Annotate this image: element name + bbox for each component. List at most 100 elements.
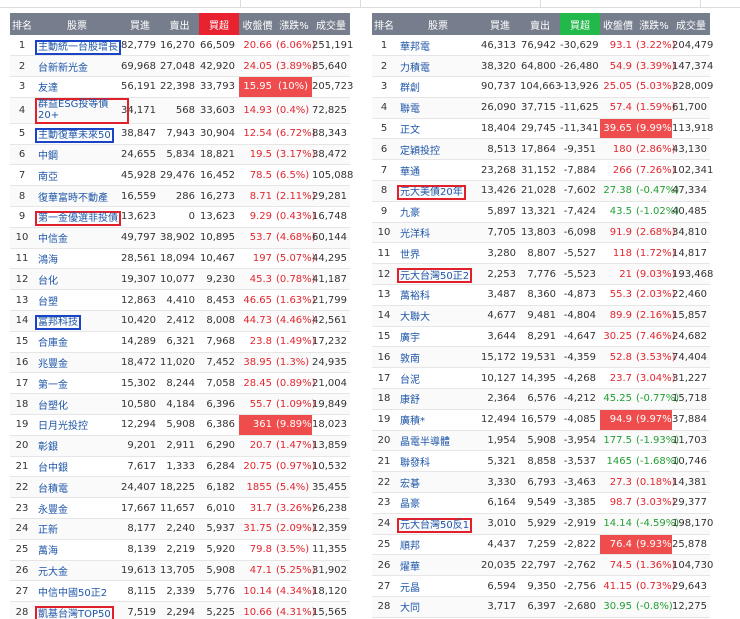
stock-name[interactable]: 光洋科 <box>400 229 430 241</box>
stock-name[interactable]: 第一金 <box>38 379 68 391</box>
header-sell[interactable]: 賣出 <box>520 13 560 35</box>
stock-name-link[interactable]: 萬海 <box>34 539 120 561</box>
stock-name-link[interactable]: 合庫金 <box>34 331 120 353</box>
stock-name[interactable]: 元大美債20年 <box>400 187 463 199</box>
stock-name-link[interactable]: 廣積* <box>396 409 480 431</box>
stock-name[interactable]: 廣積* <box>400 416 425 428</box>
stock-name-link[interactable]: 台泥 <box>396 367 480 390</box>
stock-name-link[interactable]: 台積電 <box>34 476 120 499</box>
stock-name-link[interactable]: 台塑 <box>34 289 120 312</box>
header-sell[interactable]: 賣出 <box>160 13 199 35</box>
stock-name[interactable]: 合庫金 <box>38 338 68 350</box>
header-rank[interactable]: 排名 <box>10 13 34 35</box>
stock-name[interactable]: 萬海 <box>38 546 58 558</box>
stock-name-link[interactable]: 南亞 <box>34 164 120 187</box>
stock-name-link[interactable]: 光洋科 <box>396 222 480 244</box>
header-close[interactable]: 收盤價 <box>600 13 636 35</box>
stock-name[interactable]: 力積電 <box>400 62 430 74</box>
header-change[interactable]: 漲跌% <box>636 13 672 35</box>
stock-name[interactable]: 彰銀 <box>38 442 58 454</box>
stock-name[interactable]: 元大金 <box>38 567 68 579</box>
stock-name-link[interactable]: 鴻海 <box>34 248 120 270</box>
stock-name[interactable]: 鴻海 <box>38 255 58 267</box>
stock-name[interactable]: 主動統一台股增長 <box>38 41 118 53</box>
header-change[interactable]: 漲跌% <box>276 13 312 35</box>
stock-name-link[interactable]: 華通 <box>396 159 480 182</box>
stock-name[interactable]: 敦南 <box>400 353 420 365</box>
stock-name-link[interactable]: 晶豪 <box>396 492 480 514</box>
stock-name[interactable]: 定穎投控 <box>400 145 440 157</box>
stock-name[interactable]: 聯電 <box>400 104 420 116</box>
stock-name-link[interactable]: 世界 <box>396 242 480 265</box>
stock-name[interactable]: 大聯大 <box>400 312 430 324</box>
stock-name-link[interactable]: 大同 <box>396 596 480 618</box>
stock-name-link[interactable]: 九豪 <box>396 201 480 223</box>
stock-name[interactable]: 晶電半導體 <box>400 437 450 449</box>
stock-name-link[interactable]: 燿華 <box>396 554 480 577</box>
stock-name[interactable]: 順邦 <box>400 541 420 553</box>
stock-name-link[interactable]: 台塑化 <box>34 393 120 416</box>
stock-name[interactable]: 燿華 <box>400 561 420 573</box>
stock-name-link[interactable]: 第一金優選非投債 <box>34 206 121 228</box>
stock-name[interactable]: 萬裕科 <box>400 291 430 303</box>
stock-name[interactable]: 中鋼 <box>38 151 58 163</box>
stock-name-link[interactable]: 中信金 <box>34 227 120 249</box>
stock-name-link[interactable]: 元大金 <box>34 560 120 582</box>
stock-name[interactable]: 正文 <box>400 125 420 137</box>
stock-name-link[interactable]: 中鋼 <box>34 144 120 166</box>
stock-name-link[interactable]: 廣宇 <box>396 326 480 348</box>
stock-name[interactable]: 華通 <box>400 166 420 178</box>
stock-name-link[interactable]: 正文 <box>396 118 480 140</box>
stock-name[interactable]: 正新 <box>38 525 58 537</box>
stock-name[interactable]: 元大台灣50正2 <box>400 270 470 282</box>
stock-name[interactable]: 大同 <box>400 603 420 615</box>
stock-name-link[interactable]: 主動復華未來50 <box>34 123 120 145</box>
stock-name-link[interactable]: 第一金 <box>34 372 120 395</box>
stock-name[interactable]: 中信中國50正2 <box>38 587 108 599</box>
stock-name-link[interactable]: 群創 <box>396 76 480 98</box>
stock-name[interactable]: 元晶 <box>400 582 420 594</box>
stock-name[interactable]: 富邦科技 <box>38 317 78 329</box>
header-buy[interactable]: 買進 <box>120 13 160 35</box>
stock-name[interactable]: 元大台灣50反1 <box>400 520 470 532</box>
stock-name[interactable]: 晶豪 <box>400 499 420 511</box>
stock-name-link[interactable]: 大聯大 <box>396 305 480 327</box>
stock-name-link[interactable]: 華邦電 <box>396 35 480 57</box>
stock-name-link[interactable]: 順邦 <box>396 534 480 556</box>
stock-name[interactable]: 永豐金 <box>38 504 68 516</box>
header-close[interactable]: 收盤價 <box>239 13 276 35</box>
header-stock[interactable]: 股票 <box>396 13 480 35</box>
header-net-buy[interactable]: 買超 <box>199 13 239 35</box>
stock-name-link[interactable]: 彰銀 <box>34 435 120 457</box>
stock-name-link[interactable]: 晶電半導體 <box>396 430 480 452</box>
stock-name-link[interactable]: 定穎投控 <box>396 138 480 161</box>
stock-name[interactable]: 南亞 <box>38 171 58 183</box>
stock-name[interactable]: 群創 <box>400 83 420 95</box>
stock-name[interactable]: 第一金優選非投債 <box>38 213 118 225</box>
stock-name[interactable]: 九豪 <box>400 208 420 220</box>
header-stock[interactable]: 股票 <box>34 13 120 35</box>
stock-name-link[interactable]: 群益ESG投等債20+ <box>34 97 129 124</box>
stock-name[interactable]: 友達 <box>38 83 58 95</box>
stock-name[interactable]: 康舒 <box>400 395 420 407</box>
stock-name-link[interactable]: 凱基台灣TOP50 <box>34 601 120 619</box>
stock-name[interactable]: 廣宇 <box>400 333 420 345</box>
header-volume[interactable]: 成交量 <box>312 13 350 35</box>
stock-name[interactable]: 台泥 <box>400 374 420 386</box>
stock-name-link[interactable]: 元大台灣50反1 <box>396 513 480 535</box>
header-buy[interactable]: 買進 <box>480 13 520 35</box>
stock-name-link[interactable]: 台新新光金 <box>34 55 120 78</box>
header-net-buy[interactable]: 買超 <box>560 13 600 35</box>
stock-name-link[interactable]: 正新 <box>34 518 120 540</box>
stock-name-link[interactable]: 敦南 <box>396 346 480 369</box>
stock-name[interactable]: 中信金 <box>38 234 68 246</box>
stock-name-link[interactable]: 元大台灣50正2 <box>396 263 480 286</box>
stock-name[interactable]: 聯發科 <box>400 457 430 469</box>
stock-name-link[interactable]: 力積電 <box>396 55 480 78</box>
stock-name[interactable]: 凱基台灣TOP50 <box>38 608 111 619</box>
stock-name[interactable]: 台積電 <box>38 483 68 495</box>
stock-name[interactable]: 台中銀 <box>38 463 68 475</box>
stock-name-link[interactable]: 中信中國50正2 <box>34 580 120 603</box>
stock-name[interactable]: 華邦電 <box>400 41 430 53</box>
stock-name[interactable]: 群益ESG投等債20+ <box>38 99 109 122</box>
